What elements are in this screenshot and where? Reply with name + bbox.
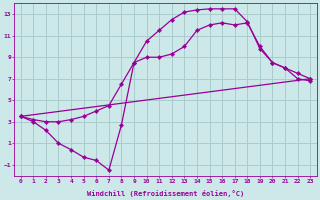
X-axis label: Windchill (Refroidissement éolien,°C): Windchill (Refroidissement éolien,°C): [87, 190, 244, 197]
